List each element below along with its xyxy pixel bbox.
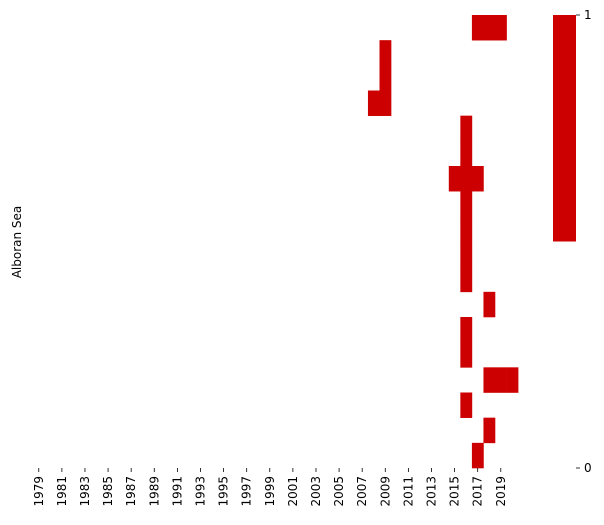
heatmap-cell [471, 442, 484, 469]
heatmap-cell [379, 40, 392, 66]
x-axis-ticks: 1979 1981 1983 1985 1987 1989 1991 1993 1995 1997… [32, 468, 508, 507]
x-tick-label: 2005 [332, 476, 346, 507]
heatmap-cell [460, 241, 473, 267]
x-tick-label: 2015 [448, 476, 462, 507]
heatmap-cells [367, 15, 519, 469]
heatmap-cell [448, 166, 461, 192]
x-tick-label: 1989 [147, 476, 161, 507]
x-tick-label: 2001 [286, 476, 300, 507]
heatmap-cell [483, 291, 496, 318]
heatmap-cell [460, 166, 473, 192]
heatmap-cell [483, 417, 496, 444]
y-axis-label: Alboran Sea [10, 206, 24, 279]
heatmap-cell [460, 266, 473, 293]
x-tick-label: 2003 [309, 476, 323, 507]
colorbar-tick-label: 0 [584, 461, 592, 475]
heatmap-cell [460, 342, 473, 368]
x-tick-label: 1997 [240, 476, 254, 507]
heatmap-cell [460, 216, 473, 242]
x-tick-label: 1983 [78, 476, 92, 507]
heatmap-cell [367, 90, 380, 116]
x-tick-label: 1979 [32, 476, 46, 507]
heatmap-cell [483, 367, 496, 393]
x-tick-label: 1981 [55, 476, 69, 507]
heatmap-cell [460, 115, 473, 142]
x-tick-label: 1985 [101, 476, 115, 507]
x-tick-label: 2011 [401, 476, 415, 507]
colorbar: 10 [553, 8, 592, 475]
colorbar-tick-label: 1 [584, 8, 592, 22]
heatmap-cell [506, 367, 519, 393]
x-tick-label: 2009 [378, 476, 392, 507]
heatmap-cell [460, 140, 473, 167]
heatmap-cell [495, 15, 507, 41]
x-tick-label: 1991 [170, 476, 184, 507]
heatmap-cell [471, 15, 484, 41]
x-tick-label: 1999 [263, 476, 277, 507]
heatmap-cell [471, 166, 484, 192]
x-tick-label: 2017 [471, 476, 485, 507]
heatmap-cell [495, 367, 507, 393]
heatmap-cell [379, 90, 392, 116]
x-tick-label: 1987 [124, 476, 138, 507]
heatmap-cell [483, 15, 496, 41]
x-tick-label: 1993 [193, 476, 207, 507]
heatmap-cell [460, 191, 473, 217]
colorbar-high-segment [553, 15, 576, 242]
heatmap-cell [460, 392, 473, 418]
heatmap-cell [460, 317, 473, 343]
x-tick-label: 1995 [217, 476, 231, 507]
x-tick-label: 2013 [424, 476, 438, 507]
x-tick-label: 2007 [355, 476, 369, 507]
x-tick-label: 2019 [494, 476, 508, 507]
heatmap-cell [379, 65, 392, 91]
